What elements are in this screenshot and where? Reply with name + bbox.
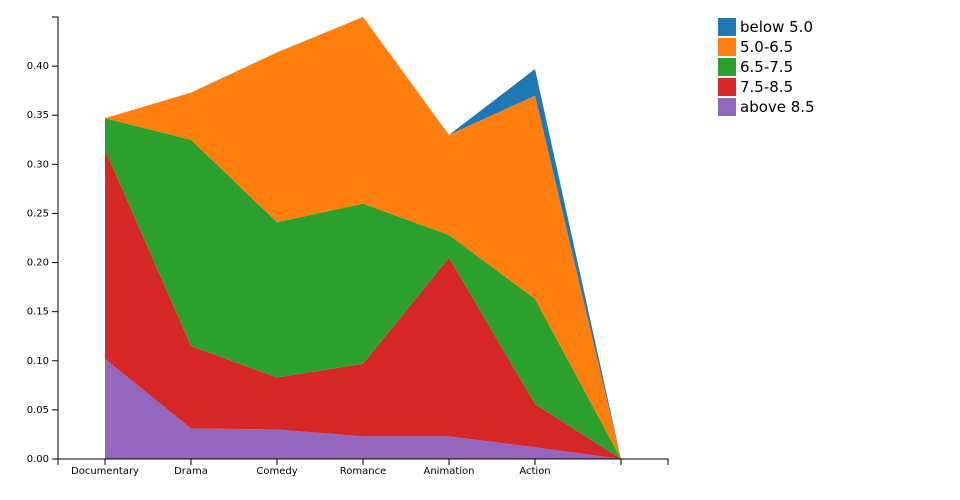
- y-tick-label: 0.35: [27, 110, 49, 121]
- area-layer: [105, 17, 621, 460]
- y-tick-label: 0.00: [27, 454, 49, 465]
- legend-label: 6.5-7.5: [740, 58, 794, 76]
- y-tick-label: 0.10: [27, 356, 49, 367]
- legend-swatch: [718, 58, 736, 76]
- legend-item: 5.0-6.5: [718, 37, 815, 57]
- area-7-5-8-5: [105, 149, 621, 459]
- legend-swatch: [718, 78, 736, 96]
- x-axis: Documentary Drama Comedy Romance Animation Ac…: [57, 458, 669, 477]
- x-tick-label: Romance: [340, 466, 386, 477]
- legend-swatch: [718, 38, 736, 56]
- area-6-5-7-5: [105, 118, 621, 460]
- y-axis: 0.00 0.05 0.10 0.15 0.20 0.25 0.30 0.35 0.40: [27, 16, 59, 465]
- y-tick-label: 0.40: [27, 61, 49, 72]
- x-tick-label: Drama: [174, 466, 208, 477]
- legend-label: 5.0-6.5: [740, 38, 794, 56]
- legend-swatch: [718, 18, 736, 36]
- x-tick-label: Documentary: [71, 466, 139, 477]
- y-tick-label: 0.30: [27, 159, 49, 170]
- x-tick-label: Comedy: [256, 466, 297, 477]
- legend-label: 7.5-8.5: [740, 78, 794, 96]
- y-tick-label: 0.20: [27, 258, 49, 269]
- y-axis-line: [52, 16, 59, 460]
- legend: below 5.0 5.0-6.5 6.5-7.5 7.5-8.5 above …: [718, 17, 815, 117]
- legend-swatch: [718, 98, 736, 116]
- x-tick-label: Action: [519, 466, 550, 477]
- area-above-8-5: [105, 358, 621, 459]
- legend-item: below 5.0: [718, 17, 815, 37]
- legend-item: 7.5-8.5: [718, 77, 815, 97]
- area-5-0-6-5: [105, 17, 621, 459]
- x-tick-label: Animation: [424, 466, 475, 477]
- legend-item: 6.5-7.5: [718, 57, 815, 77]
- y-tick-label: 0.25: [27, 208, 49, 219]
- y-tick-label: 0.05: [27, 405, 49, 416]
- legend-label: below 5.0: [740, 18, 813, 36]
- legend-label: above 8.5: [740, 98, 815, 116]
- legend-item: above 8.5: [718, 97, 815, 117]
- y-tick-label: 0.15: [27, 307, 49, 318]
